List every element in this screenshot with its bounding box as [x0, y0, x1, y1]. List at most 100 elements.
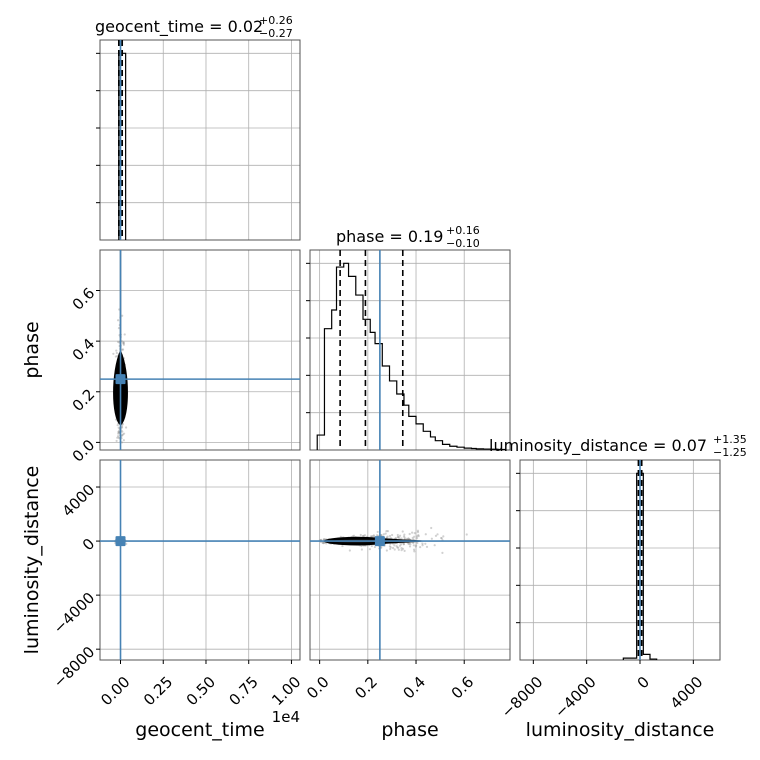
distance-phase-sample	[413, 532, 416, 535]
distance-phase-xtick-label-1: 0.2	[351, 673, 381, 703]
distance-phase-sample	[361, 534, 365, 538]
distance-phase-sample	[352, 534, 356, 537]
offset-label-geocent-time: 1e4	[272, 708, 300, 726]
distance-phase-sample	[348, 549, 351, 552]
distance-hist-xtick-label-2: 0	[634, 673, 653, 692]
distance-phase-sample	[411, 531, 414, 534]
distance-phase-sample	[396, 535, 399, 539]
phase-geocent-sample	[114, 355, 117, 358]
distance-phase-sample	[411, 536, 414, 539]
distance-phase-sample	[385, 536, 389, 539]
distance-hist-histogram	[622, 472, 658, 660]
distance-phase-sample	[398, 537, 401, 540]
distance-phase-sample	[399, 543, 403, 546]
phase-geocent-sample	[122, 341, 125, 345]
phase-geocent-sample	[117, 426, 120, 429]
distance-phase-sample	[395, 545, 398, 548]
distance-phase-sample	[321, 541, 324, 545]
phase-hist-histogram	[316, 262, 506, 451]
distance-phase-sample	[424, 542, 427, 545]
phase-geocent-frame	[99, 249, 301, 451]
phase-geocent-sample	[120, 441, 124, 444]
distance-phase-sample	[376, 530, 379, 534]
distance-phase-sample	[382, 533, 385, 536]
distance-phase-sample	[415, 544, 418, 547]
phase-geocent-sample	[116, 435, 120, 438]
phase-geocent-sample	[121, 314, 124, 317]
panel-phase-vs-geocent-time: 0.0 0.2 0.4 0.6	[69, 249, 301, 466]
phase-geocent-sample	[121, 434, 124, 437]
phase-geocent-sample	[115, 349, 118, 352]
panel-phase-hist	[306, 249, 511, 451]
distance-phase-sample	[405, 537, 408, 540]
distance-phase-sample	[440, 536, 443, 540]
distance-phase-sample	[402, 535, 406, 538]
distance-phase-sample	[323, 541, 326, 544]
distance-phase-sample	[408, 532, 411, 536]
distance-phase-sample	[400, 537, 403, 540]
distance-phase-sample	[360, 544, 363, 548]
distance-phase-sample	[441, 551, 444, 554]
distance-phase-sample	[325, 542, 328, 545]
distance-phase-sample	[394, 537, 398, 540]
distance-phase-sample	[388, 534, 392, 538]
phase-geocent-sample	[121, 433, 124, 436]
distance-phase-sample	[403, 536, 406, 539]
xlabel-geocent-time: geocent_time	[135, 719, 264, 741]
distance-phase-sample	[412, 548, 416, 551]
distance-geocent-xtick-label-2: 0.50	[183, 673, 219, 709]
phase-geocent-sample	[116, 424, 119, 427]
phase-geocent-sample	[124, 426, 128, 429]
distance-phase-sample	[384, 532, 387, 535]
distance-phase-sample	[425, 545, 429, 548]
distance-phase-sample	[407, 542, 410, 546]
phase-geocent-sample	[117, 327, 121, 330]
phase-geocent-sample	[115, 439, 118, 443]
distance-phase-sample	[416, 530, 420, 534]
distance-phase-sample	[417, 535, 420, 538]
distance-phase-sample	[401, 547, 405, 550]
title-geocent-time-minus: −0.27	[259, 27, 293, 40]
distance-phase-sample	[322, 538, 325, 541]
distance-phase-sample	[436, 533, 439, 536]
distance-phase-sample	[417, 534, 420, 537]
distance-geocent-ytick-label-1: −4000	[50, 589, 99, 638]
distance-phase-frame	[309, 459, 511, 661]
xlabel-luminosity-distance: luminosity_distance	[526, 719, 715, 741]
distance-phase-sample	[412, 544, 415, 547]
distance-phase-sample	[414, 545, 417, 548]
distance-geocent-sample	[125, 542, 128, 545]
geocent-hist-frame	[99, 39, 301, 241]
distance-phase-sample	[402, 542, 405, 546]
distance-phase-sample	[322, 541, 325, 544]
distance-phase-sample	[416, 529, 420, 532]
distance-geocent-xtick-label-1: 0.25	[140, 673, 176, 709]
distance-phase-xtick-label-2: 0.4	[399, 673, 429, 703]
distance-phase-sample	[400, 549, 403, 552]
title-phase-minus: −0.10	[446, 237, 480, 250]
distance-phase-sample	[421, 542, 424, 545]
panel-distance-hist: −8000 −4000 0 4000	[498, 459, 721, 721]
title-luminosity-distance-minus: −1.25	[713, 446, 747, 459]
distance-phase-sample	[363, 534, 367, 537]
phase-geocent-sample	[117, 430, 120, 434]
title-luminosity-distance: luminosity_distance = 0.07	[489, 436, 707, 456]
distance-phase-sample	[370, 544, 373, 548]
phase-geocent-sample	[120, 425, 124, 428]
distance-phase-sample	[398, 544, 402, 547]
distance-phase-sample	[416, 541, 419, 545]
ylabel-phase: phase	[21, 321, 43, 378]
distance-phase-sample	[389, 546, 392, 549]
phase-geocent-truth-marker	[115, 374, 126, 385]
distance-phase-sample	[401, 530, 404, 533]
distance-phase-truth-marker	[374, 536, 385, 547]
distance-phase-sample	[397, 548, 400, 551]
phase-geocent-sample	[116, 340, 120, 343]
title-phase: phase = 0.19	[336, 227, 443, 246]
panel-distance-vs-phase: 0.0 0.2 0.4 0.6	[303, 459, 511, 703]
distance-phase-sample	[434, 534, 438, 537]
distance-phase-sample	[430, 526, 433, 530]
distance-phase-sample	[465, 533, 468, 536]
phase-geocent-sample	[117, 436, 120, 439]
distance-phase-sample	[396, 533, 399, 537]
